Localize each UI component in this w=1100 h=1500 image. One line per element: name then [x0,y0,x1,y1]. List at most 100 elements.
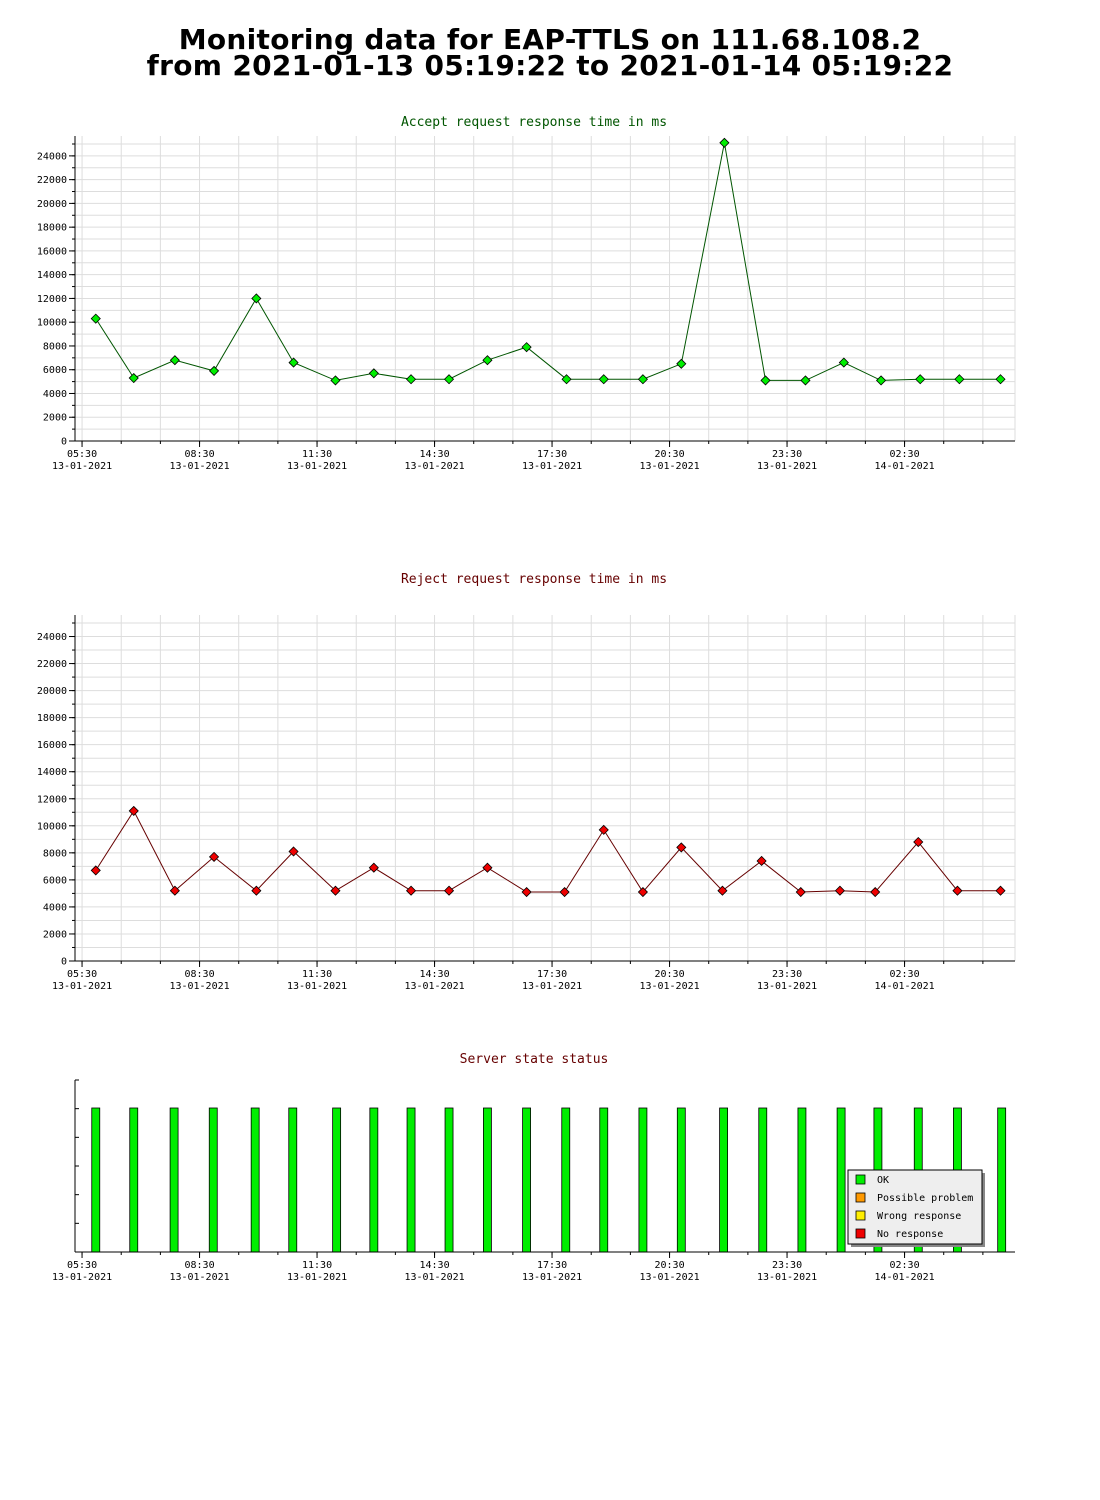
x-tick-label-time: 02:30 [889,1260,919,1271]
data-point [952,885,963,896]
x-tick-label-date: 13-01-2021 [639,981,699,992]
grid-lines [75,615,1016,961]
x-tick-label-date: 13-01-2021 [522,1272,582,1283]
chart-title: Reject request response time in ms [401,572,667,587]
x-tick-label-date: 13-01-2021 [52,1272,112,1283]
data-point [521,342,532,353]
x-tick-label-date: 13-01-2021 [404,461,464,472]
data-point [208,365,220,376]
x-tick-label-date: 13-01-2021 [522,461,582,472]
data-point [405,374,417,385]
server-state-status-chart: Server state status05:3013-01-202108:301… [52,1052,1015,1283]
legend-label: OK [877,1175,889,1186]
data-point [719,137,730,148]
status-bar [522,1107,531,1253]
status-bar [444,1107,454,1253]
data-point [128,372,139,384]
x-tick-label-time: 17:30 [537,1260,567,1271]
page-title-line-1: Monitoring data for EAP-TTLS on 111.68.1… [178,23,922,56]
data-point [598,374,609,385]
legend-swatch [855,1174,866,1185]
data-point [676,842,687,853]
data-point [995,885,1006,896]
y-tick-label: 6000 [43,365,67,376]
x-tick-label-time: 11:30 [302,1260,332,1271]
data-point [443,885,455,896]
x-tick-label-date: 13-01-2021 [287,981,347,992]
data-point [208,851,220,862]
y-tick-label: 8000 [43,848,67,859]
data-point [760,375,771,386]
x-tick-label-time: 20:30 [654,1260,684,1271]
x-tick-label-time: 17:30 [537,449,567,460]
x-tick-label-date: 13-01-2021 [169,981,229,992]
x-tick-label-time: 05:30 [67,1260,97,1271]
status-bar [288,1107,298,1253]
data-point [482,355,493,366]
data-point [251,885,262,896]
y-tick-label: 12000 [37,294,67,305]
x-tick-label-date: 13-01-2021 [757,1272,817,1283]
x-tick-label-time: 14:30 [419,1260,449,1271]
y-tick-label: 12000 [37,794,67,805]
status-bar [369,1107,379,1253]
x-tick-label-date: 13-01-2021 [287,1272,347,1283]
y-tick-label: 18000 [37,223,67,234]
y-tick-label: 14000 [37,767,67,778]
x-tick-label-date: 13-01-2021 [169,1272,229,1283]
status-bar [797,1107,807,1253]
x-tick-label-date: 13-01-2021 [287,461,347,472]
data-point [90,313,101,324]
y-tick-label: 10000 [37,318,67,329]
series-line [95,809,1001,893]
x-tick-label-time: 14:30 [419,969,449,980]
status-bar [997,1107,1007,1253]
y-tick-label: 22000 [37,175,67,186]
data-point [637,886,648,898]
legend-label: No response [877,1229,943,1240]
y-tick-label: 8000 [43,341,67,352]
legend-label: Wrong response [877,1211,961,1222]
x-tick-label-time: 17:30 [537,969,567,980]
x-tick-label-time: 23:30 [772,969,802,980]
data-point [482,862,493,873]
status-bar [599,1107,609,1253]
data-point [288,846,299,857]
y-tick-label: 0 [61,437,67,448]
y-tick-label: 20000 [37,686,67,697]
data-point [561,374,572,385]
data-point [915,374,926,385]
x-tick-label-date: 13-01-2021 [522,981,582,992]
x-tick-label-date: 13-01-2021 [404,981,464,992]
y-tick-label: 2000 [43,413,67,424]
y-tick-label: 10000 [37,821,67,832]
grid-lines [75,136,1016,441]
x-tick-label-time: 23:30 [772,1260,802,1271]
legend-swatch [855,1210,866,1221]
data-point [128,805,139,816]
reject-response-time-chart: Reject request response time in ms 0 2000 4… [37,572,1016,992]
legend-swatch [855,1228,866,1239]
data-point [875,375,887,386]
status-bar [676,1107,686,1253]
status-bar [719,1107,728,1253]
status-bar [758,1107,768,1253]
data-point [800,375,811,386]
status-bar [561,1107,571,1253]
x-tick-label-time: 20:30 [654,449,684,460]
status-bar [406,1107,416,1253]
y-tick-label: 18000 [37,713,67,724]
data-point [521,886,532,898]
x-tick-label-time: 14:30 [419,449,449,460]
x-tick-label-date: 13-01-2021 [639,1272,699,1283]
series-line [95,142,1001,381]
y-tick-label: 24000 [37,151,67,162]
y-tick-label: 14000 [37,270,67,281]
data-point [559,886,570,898]
x-tick-label-date: 13-01-2021 [404,1272,464,1283]
chart-title: Server state status [460,1052,609,1067]
data-point [330,885,341,896]
data-point [90,865,101,876]
y-tick-label: 16000 [37,246,67,257]
status-bar [332,1107,342,1253]
